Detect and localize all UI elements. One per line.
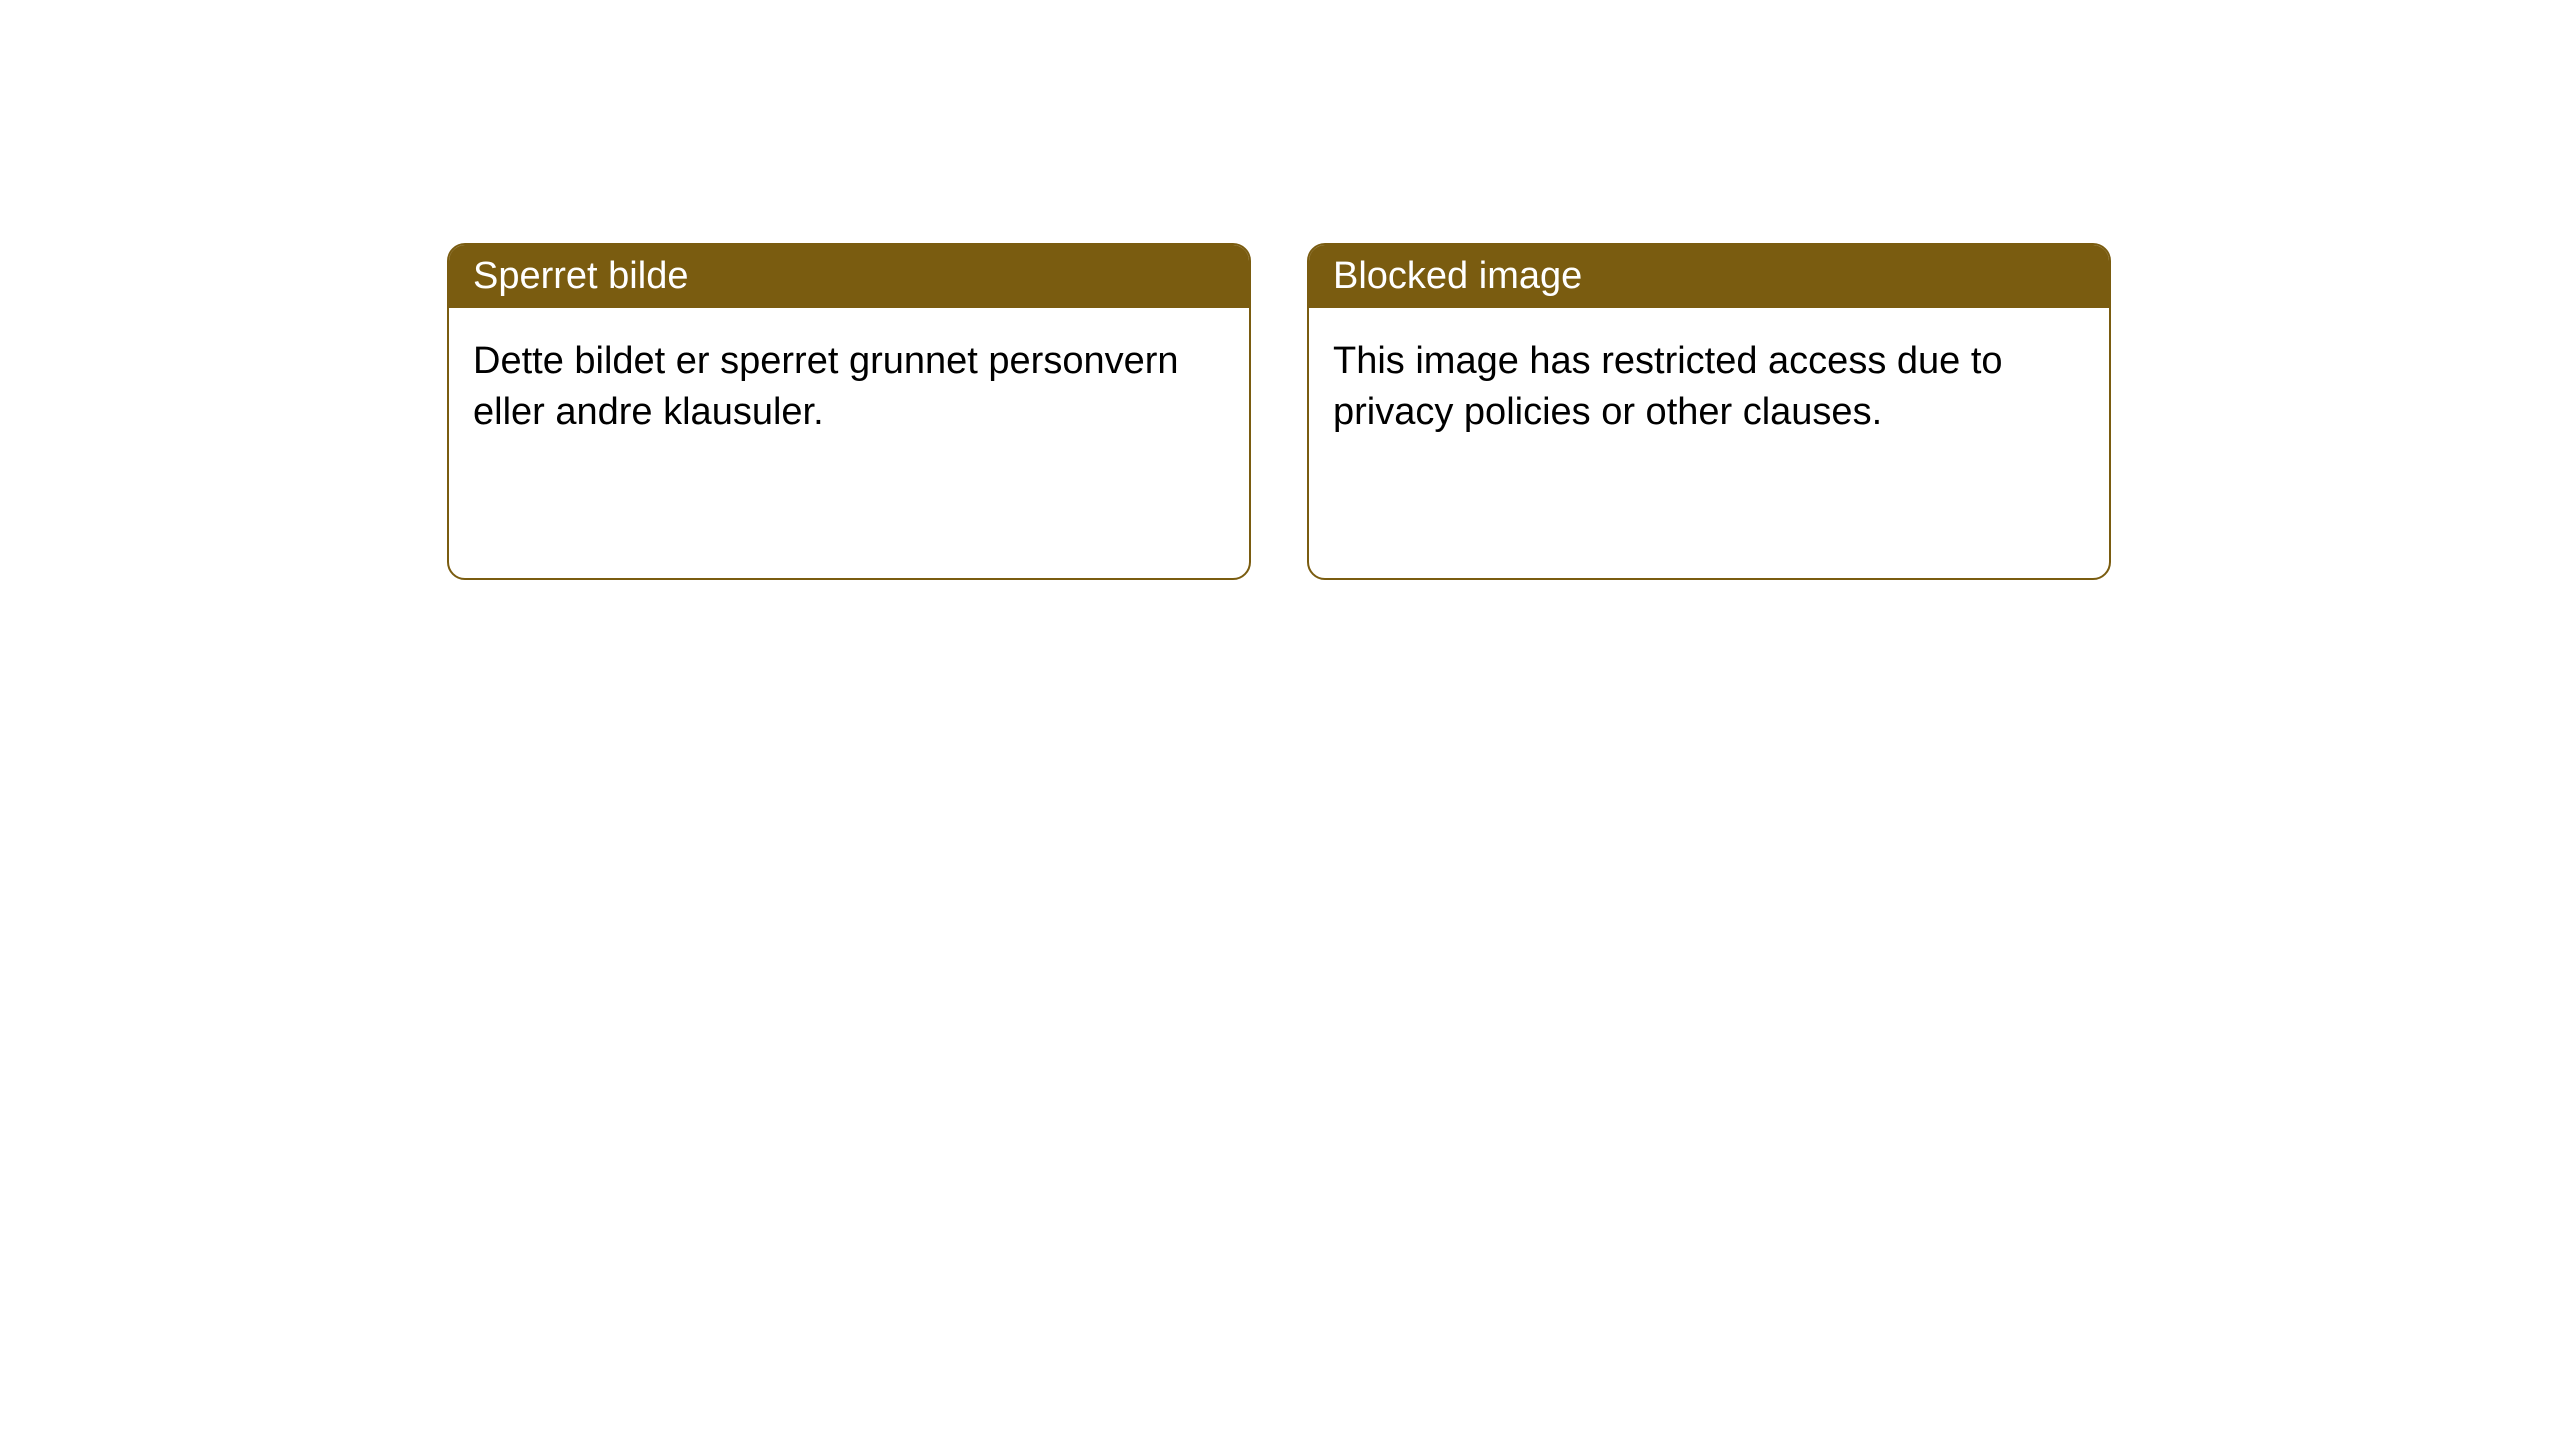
notice-card-norwegian: Sperret bilde Dette bildet er sperret gr… xyxy=(447,243,1251,580)
notice-body: Dette bildet er sperret grunnet personve… xyxy=(449,308,1249,467)
notice-container: Sperret bilde Dette bildet er sperret gr… xyxy=(0,0,2560,580)
notice-header: Blocked image xyxy=(1309,245,2109,308)
notice-card-english: Blocked image This image has restricted … xyxy=(1307,243,2111,580)
notice-body: This image has restricted access due to … xyxy=(1309,308,2109,467)
notice-header: Sperret bilde xyxy=(449,245,1249,308)
